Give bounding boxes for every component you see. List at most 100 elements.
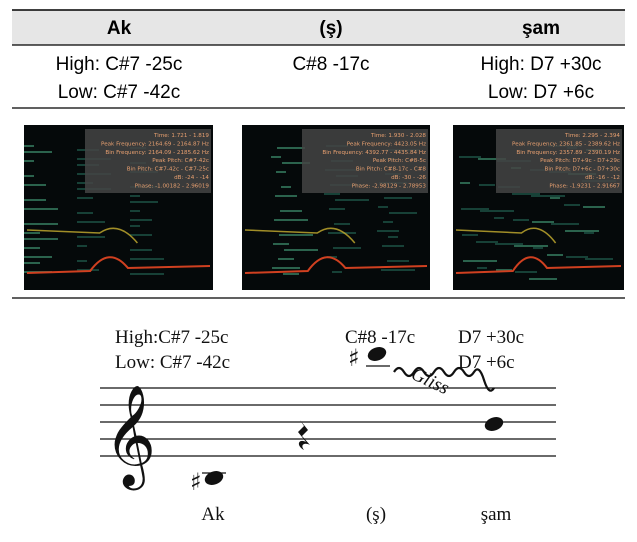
- spectrum-streak: [77, 221, 105, 223]
- spectrum-streak: [585, 258, 613, 260]
- spectrum-streak: [566, 256, 588, 258]
- spectrum-streak: [77, 197, 93, 199]
- spectrum-streak: [274, 219, 308, 221]
- info-line: Time: 1.721 - 1.819: [153, 133, 209, 139]
- spectrum-streak: [494, 217, 504, 219]
- pitch-text: High: C#7 -25c: [56, 54, 183, 75]
- spectrum-streak: [130, 273, 164, 275]
- spectrum-streak: [333, 247, 361, 249]
- info-line: Time: 1.930 - 2.028: [370, 133, 426, 139]
- spectrum-streak: [24, 199, 46, 201]
- spectrum-streak: [329, 208, 345, 210]
- syllable: şam: [481, 504, 512, 525]
- spectrum-streak: [459, 156, 481, 158]
- info-line: Peak Frequency: 4423.05 Hz: [347, 141, 426, 147]
- gliss-label: Gliss: [408, 363, 452, 399]
- info-line: Phase: -1.9231 - 2.91667: [549, 183, 620, 189]
- spectrum-streak: [130, 258, 164, 260]
- spectrum-streak: [280, 210, 302, 212]
- spectrum-streak: [24, 151, 52, 153]
- spectrum-streak: [388, 236, 398, 238]
- spectrum-streak: [381, 269, 415, 271]
- spectrum-streak: [377, 230, 399, 232]
- spectrum-streak: [283, 273, 299, 275]
- spectrum-streak: [24, 262, 40, 264]
- spectrum-streak: [480, 210, 514, 212]
- info-line: dB: -16 - -12: [585, 175, 620, 181]
- spectrum-streak: [533, 247, 543, 249]
- info-line: Peak Frequency: 2361.85 - 2389.62 Hz: [512, 141, 620, 147]
- annotation: Low: C#7 -42c: [115, 352, 230, 373]
- spectrum-streak: [479, 184, 495, 186]
- spectrum-streak: [130, 234, 152, 236]
- treble-clef: 𝄞: [104, 383, 156, 491]
- spectrum-streak: [514, 245, 548, 247]
- info-line: Peak Pitch: D7+9c - D7+29c: [540, 158, 620, 164]
- spectrum-streak: [271, 156, 281, 158]
- info-line: Bin Frequency: 4392.77 - 4435.84 Hz: [322, 150, 426, 156]
- spectrum-streak: [477, 267, 487, 269]
- spectrum-streak: [24, 184, 46, 186]
- spectrum-streak: [130, 201, 158, 203]
- spectrum-streak: [584, 232, 594, 234]
- header-cell: şam: [522, 18, 560, 39]
- spectrum-streak: [335, 199, 369, 201]
- spectrum-streak: [24, 223, 58, 225]
- pitch-text: High: D7 +30c: [481, 54, 602, 75]
- spectrum-streak: [532, 221, 554, 223]
- spectrum-streak: [24, 232, 40, 234]
- spectrum-streak: [77, 260, 87, 262]
- info-line: Bin Pitch: C#8-17c - C#8: [356, 167, 427, 173]
- spectrum-streak: [24, 256, 52, 258]
- spectrum-streak: [547, 254, 563, 256]
- pitch-text: C#8 -17c: [292, 54, 369, 75]
- spectrum-streak: [24, 145, 34, 147]
- spectrum-streak: [130, 210, 140, 212]
- spectrum-streak: [334, 223, 350, 225]
- spectrum-streak: [24, 175, 34, 177]
- spectrum-streak: [130, 219, 152, 221]
- info-line: Bin Frequency: 2164.09 - 2185.62 Hz: [105, 150, 209, 156]
- spectrum-streak: [565, 230, 599, 232]
- spectrum-streak: [272, 267, 300, 269]
- spectrum-streak: [279, 234, 313, 236]
- spectrum-streak: [387, 260, 409, 262]
- header-cell: (ş): [319, 18, 342, 39]
- spectrum-streak: [24, 247, 40, 249]
- annotation: C#8 -17c: [345, 327, 415, 348]
- spectrum-streak: [277, 147, 305, 149]
- spectrum-streak: [382, 245, 404, 247]
- spectrum-streak: [273, 243, 289, 245]
- spectrum-streak: [278, 258, 294, 260]
- page: 𝄞 ♯ ♯ Ak (ş) şam High: C#7 -25c Low: C#7 -42…: [0, 0, 637, 542]
- spectrum-streak: [24, 238, 58, 240]
- annotation: D7 +6c: [458, 352, 515, 373]
- spectrum-streak: [476, 241, 498, 243]
- spectrum-streak: [462, 234, 478, 236]
- syllable: (ş): [366, 504, 386, 525]
- spectrum-streak: [384, 197, 412, 199]
- spectrum-streak: [275, 195, 297, 197]
- spectrum-streak: [550, 197, 560, 199]
- info-line: Phase: -1.00182 - 2.96019: [135, 183, 210, 189]
- spectrum-streak: [24, 160, 34, 162]
- spectrum-streak: [324, 193, 340, 195]
- info-line: Bin Frequency: 2357.89 - 2390.19 Hz: [516, 150, 620, 156]
- header-cell: Ak: [107, 18, 132, 39]
- spectrum-streak: [461, 208, 489, 210]
- syllable: Ak: [201, 504, 225, 525]
- annotation: D7 +30c: [458, 327, 524, 348]
- pitch-text: Low: D7 +6c: [488, 82, 594, 103]
- spectrum-streak: [463, 260, 497, 262]
- info-line: Peak Pitch: C#8-5c: [373, 158, 426, 164]
- annotation: High:C#7 -25c: [115, 327, 228, 348]
- spectrum-streak: [531, 195, 565, 197]
- spectrum-streak: [389, 212, 417, 214]
- info-line: Phase: -2.98129 - 2.78953: [352, 183, 427, 189]
- svg-text:♯: ♯: [348, 344, 360, 372]
- spectrum-streak: [513, 219, 529, 221]
- spectrum-streak: [77, 212, 93, 214]
- svg-text:♯: ♯: [190, 468, 202, 496]
- spectrum-streak: [495, 243, 523, 245]
- spectrum-streak: [130, 195, 140, 197]
